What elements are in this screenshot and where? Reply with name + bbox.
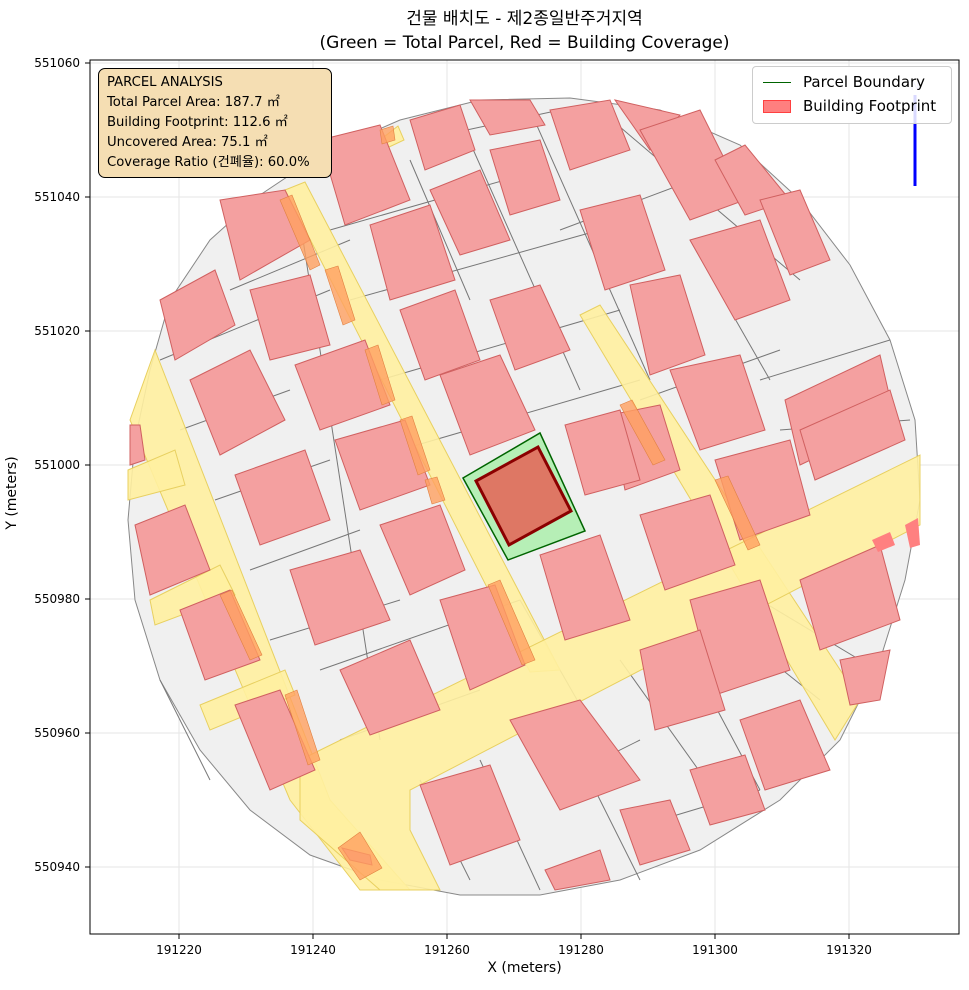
chart-subtitle: (Green = Total Parcel, Red = Building Co… [319, 33, 730, 53]
x-tick-label: 191260 [424, 943, 470, 957]
legend-label-parcel: Parcel Boundary [803, 73, 926, 91]
y-ticks [85, 62, 90, 868]
y-tick-label: 551000 [34, 458, 80, 472]
x-tick-label: 191280 [558, 943, 604, 957]
legend-label-footprint: Building Footprint [803, 97, 937, 115]
x-tick-labels: 191220 191240 191260 191280 191300 19132… [156, 943, 872, 957]
parcel-analysis-box: PARCEL ANALYSIS Total Parcel Area: 187.7… [98, 68, 332, 178]
y-axis-label: Y (meters) [4, 456, 20, 530]
legend: Parcel Boundary Building Footprint [752, 66, 952, 124]
y-tick-label: 551060 [34, 56, 80, 70]
x-ticks [178, 934, 850, 939]
legend-item-parcel: Parcel Boundary [763, 71, 925, 93]
encroachment-strips [219, 125, 761, 881]
y-tick-label: 550960 [34, 726, 80, 740]
x-tick-label: 191220 [156, 943, 202, 957]
total-area-text: Total Parcel Area: 187.7 ㎡ [107, 95, 280, 110]
footprint-text: Building Footprint: 112.6 ㎡ [107, 115, 288, 130]
x-tick-label: 191300 [692, 943, 738, 957]
neighbor-buildings [129, 99, 906, 891]
plot-frame [89, 59, 960, 935]
edge-fragments [872, 518, 920, 552]
x-tick-label: 191320 [826, 943, 872, 957]
x-tick-label: 191240 [290, 943, 336, 957]
y-tick-label: 551040 [34, 190, 80, 204]
analysis-heading: PARCEL ANALYSIS [107, 75, 223, 90]
legend-item-footprint: Building Footprint [763, 95, 936, 117]
uncovered-text: Uncovered Area: 75.1 ㎡ [107, 135, 268, 150]
footprint-patch-swatch [763, 99, 791, 113]
y-tick-label: 550940 [34, 860, 80, 874]
chart-title: 건물 배치도 - 제2종일반주거지역 [406, 9, 643, 29]
target-building-footprint [473, 444, 574, 548]
coverage-text: Coverage Ratio (건폐율): 60.0% [107, 155, 310, 170]
y-tick-label: 551020 [34, 324, 80, 338]
parcel-line-swatch [763, 81, 791, 83]
y-tick-labels: 550940 550960 550980 551000 551020 55104… [34, 56, 80, 874]
x-axis-label: X (meters) [487, 960, 562, 976]
y-tick-label: 550980 [34, 592, 80, 606]
